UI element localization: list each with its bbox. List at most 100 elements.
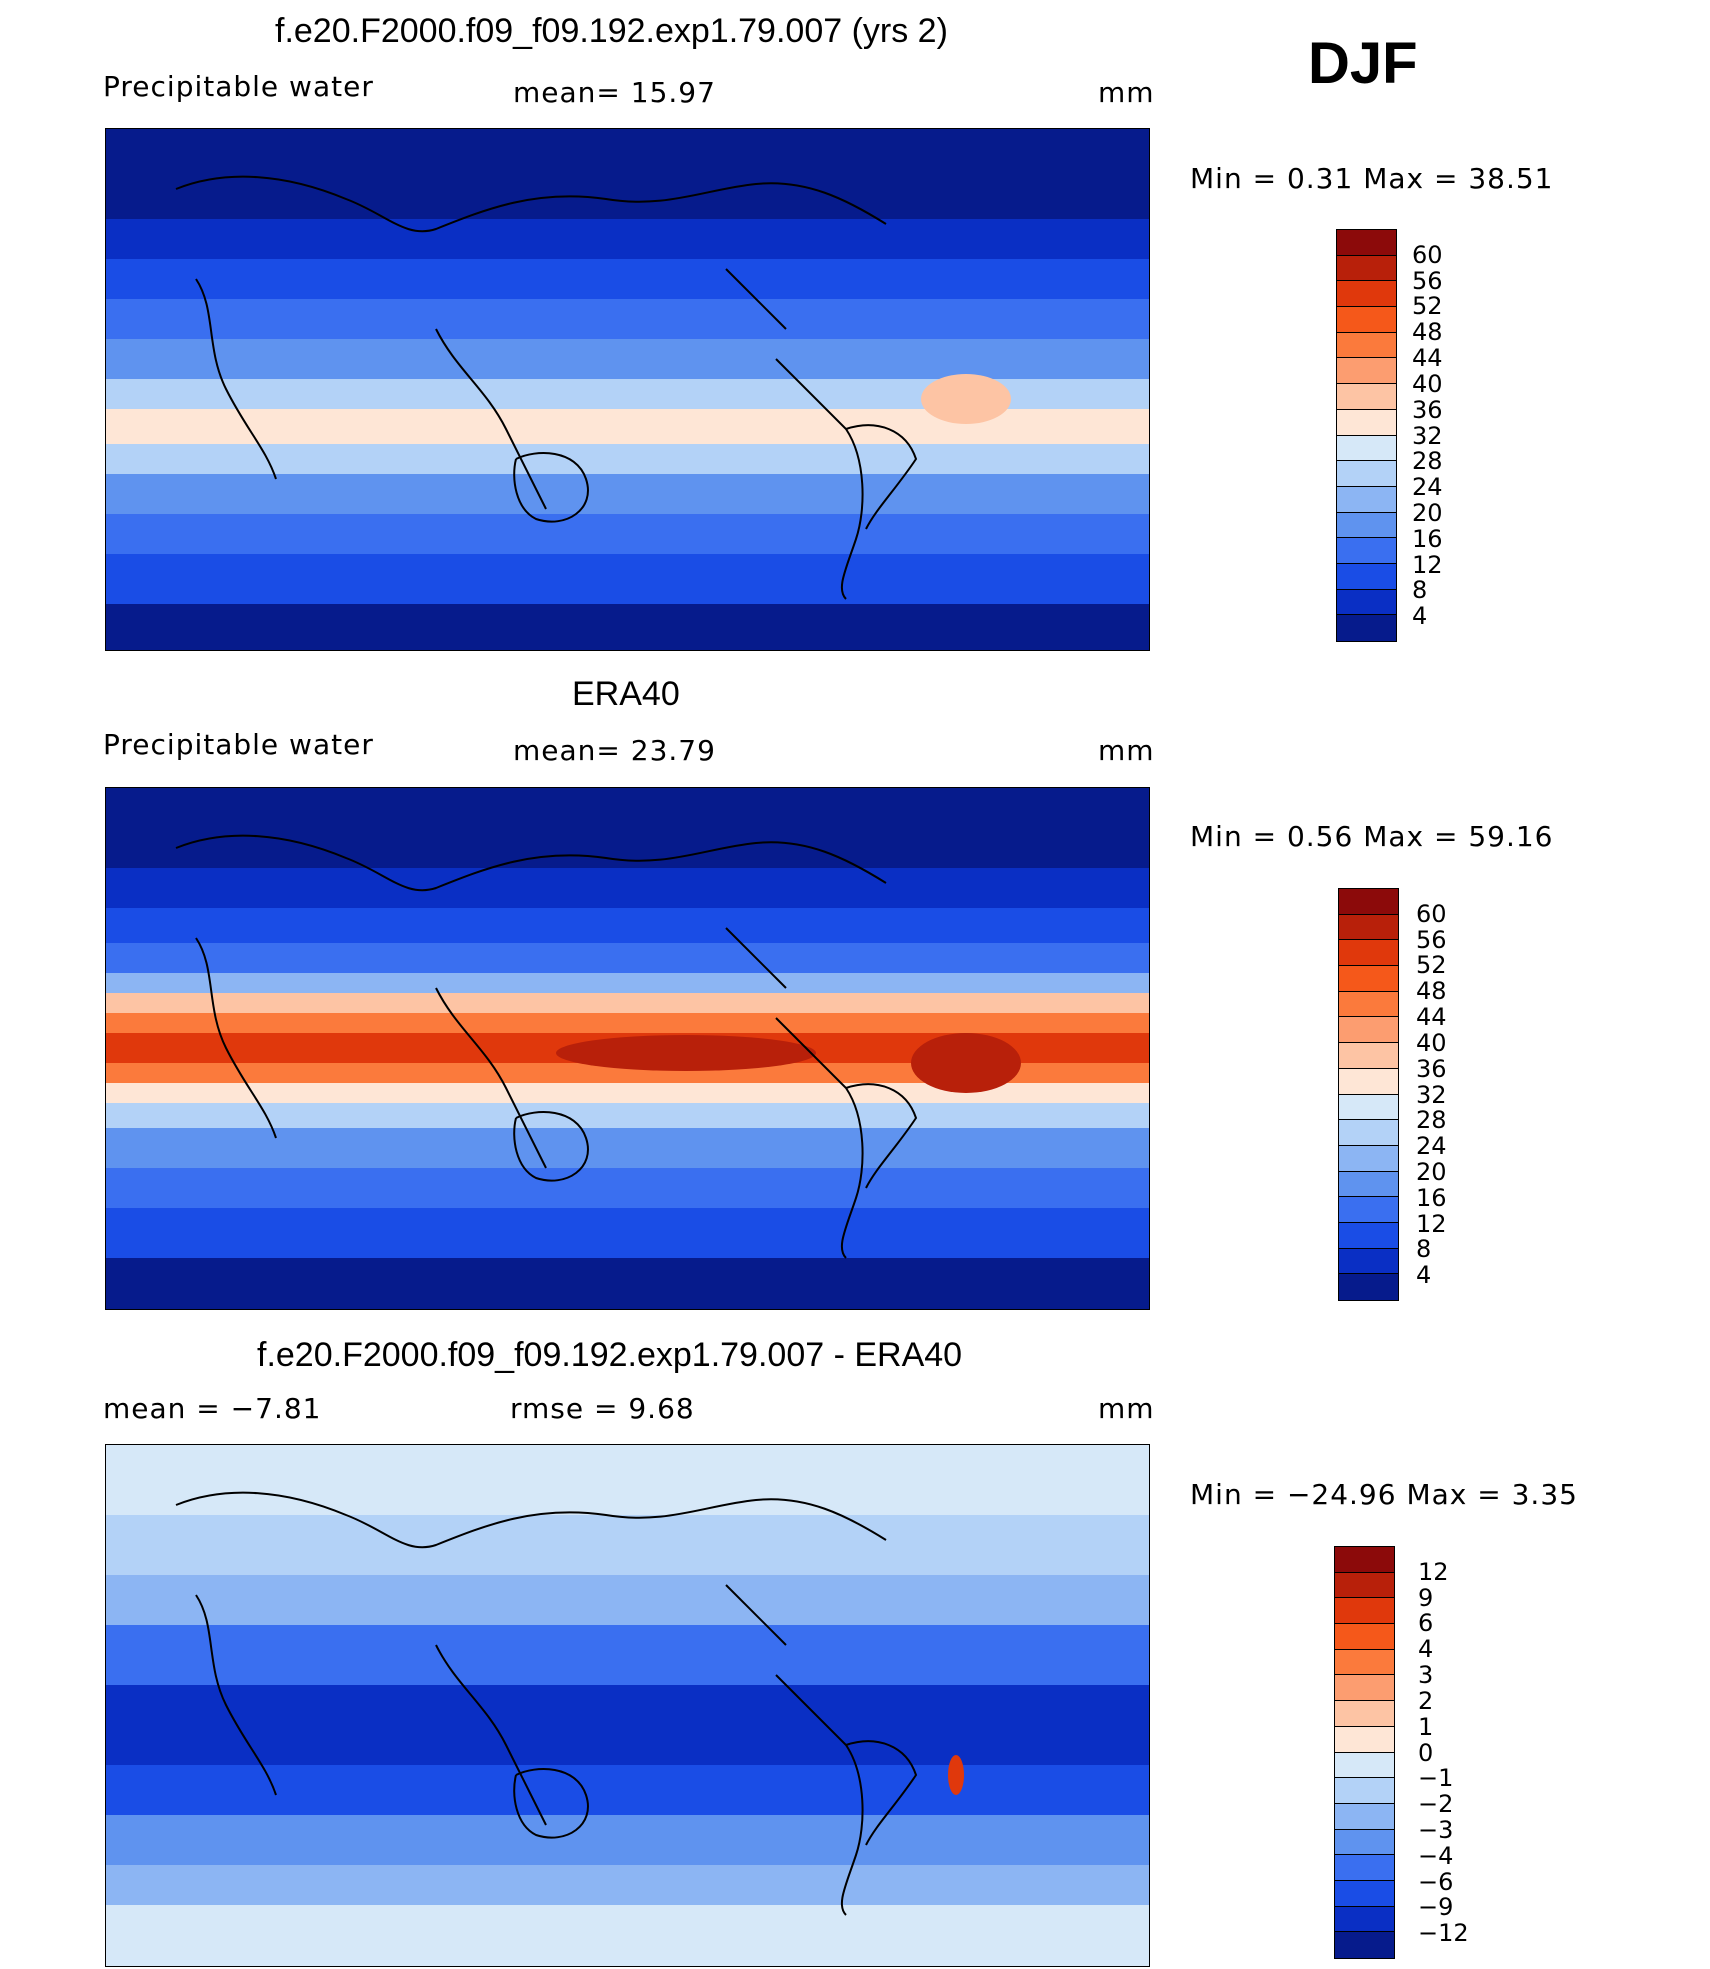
map-color-band — [106, 444, 1149, 474]
colorbar-swatch — [1339, 1068, 1398, 1095]
colorbar-tick-label: 56 — [1416, 925, 1447, 954]
panel-1-left-label: Precipitable water — [103, 70, 374, 103]
map-amazon-max — [921, 374, 1011, 424]
colorbar-swatch — [1339, 1197, 1398, 1223]
season-label: DJF — [1308, 31, 1418, 96]
map-color-band — [106, 1685, 1149, 1765]
colorbar-tick-label: 20 — [1416, 1157, 1447, 1186]
map-coastline — [435, 1644, 547, 1826]
map-coastline — [175, 834, 887, 892]
map-coastline — [435, 328, 547, 510]
panel-2-colorbar-ticks: 60 56 52 48 44 40 36 32 28 24 20 16 12 8 4 — [1416, 888, 1496, 1301]
map-color-band — [106, 1905, 1149, 1966]
colorbar-swatch — [1337, 384, 1396, 410]
colorbar-swatch — [1337, 538, 1396, 564]
panel-3-left-label: mean = −7.81 — [103, 1392, 322, 1425]
panel-3-minmax: Min = −24.96 Max = 3.35 — [1190, 1478, 1578, 1511]
colorbar-swatch — [1339, 1274, 1398, 1300]
colorbar-tick-label: 56 — [1412, 266, 1443, 295]
colorbar-swatch — [1339, 991, 1398, 1018]
map-color-band — [106, 973, 1149, 993]
colorbar-swatch — [1339, 1248, 1398, 1275]
panel-1-title: f.e20.F2000.f09_f09.192.exp1.79.007 (yrs… — [275, 12, 948, 50]
panel-2-center-label: mean= 23.79 — [513, 734, 716, 767]
colorbar-tick-label: 48 — [1412, 318, 1443, 347]
colorbar-swatch — [1339, 1171, 1398, 1198]
colorbar-tick-label: 40 — [1412, 369, 1443, 398]
panel-3-units: mm — [1098, 1392, 1155, 1425]
map-color-band — [106, 1168, 1149, 1208]
map-color-band — [106, 259, 1149, 299]
colorbar-tick-label: 4 — [1416, 1261, 1432, 1290]
map-coastline — [195, 1594, 277, 1796]
colorbar-swatch — [1337, 358, 1396, 385]
colorbar-swatch — [1335, 1803, 1394, 1830]
map-coastline — [513, 1111, 589, 1182]
colorbar-tick-label: 8 — [1416, 1235, 1432, 1264]
colorbar-tick-label: 24 — [1416, 1132, 1447, 1161]
colorbar-swatch — [1337, 281, 1396, 308]
panel-2-left-label: Precipitable water — [103, 728, 374, 761]
colorbar-tick-label: 12 — [1418, 1557, 1449, 1586]
panel-3-title: f.e20.F2000.f09_f09.192.exp1.79.007 - ER… — [257, 1336, 963, 1374]
colorbar-tick-label: 60 — [1412, 240, 1443, 269]
colorbar-tick-label: 36 — [1416, 1054, 1447, 1083]
colorbar-swatch — [1337, 409, 1396, 436]
map-amazon-max — [911, 1033, 1021, 1093]
map-coastline — [775, 1674, 864, 1916]
colorbar-swatch — [1335, 1726, 1394, 1753]
map-coastline — [195, 278, 277, 480]
colorbar-tick-label: 44 — [1412, 344, 1443, 373]
panel-2-map-svg — [106, 788, 1149, 1309]
map-coastline — [775, 1017, 864, 1259]
colorbar-swatch — [1335, 1701, 1394, 1727]
map-color-band — [106, 604, 1149, 650]
map-color-band — [106, 1063, 1149, 1083]
map-coastline — [725, 268, 787, 330]
colorbar-tick-label: 4 — [1412, 602, 1428, 631]
colorbar-tick-label: 12 — [1412, 550, 1443, 579]
colorbar-swatch — [1339, 914, 1398, 941]
map-coastline — [725, 1584, 787, 1646]
panel-2-colorbar — [1338, 888, 1399, 1301]
colorbar-tick-label: −9 — [1418, 1893, 1454, 1922]
panel-1-center-label: mean= 15.97 — [513, 76, 716, 109]
colorbar-tick-label: 28 — [1416, 1106, 1447, 1135]
map-color-band — [106, 868, 1149, 908]
map-color-band — [106, 514, 1149, 554]
colorbar-swatch — [1337, 563, 1396, 590]
map-color-band — [106, 1445, 1149, 1515]
colorbar-tick-label: −6 — [1418, 1867, 1454, 1896]
map-color-band — [106, 1103, 1149, 1128]
colorbar-tick-label: 36 — [1412, 395, 1443, 424]
map-warm-pool — [556, 1035, 816, 1071]
colorbar-swatch — [1339, 1222, 1398, 1249]
map-color-band — [106, 1575, 1149, 1625]
colorbar-tick-label: 52 — [1412, 292, 1443, 321]
map-color-band — [106, 474, 1149, 514]
map-coastline — [775, 358, 864, 600]
panel-1-colorbar-ticks: 60 56 52 48 44 40 36 32 28 24 20 16 12 8 4 — [1412, 229, 1492, 642]
panel-3-map — [105, 1444, 1150, 1967]
map-color-band — [106, 339, 1149, 379]
map-color-band — [106, 299, 1149, 339]
map-color-band — [106, 943, 1149, 973]
map-coastline — [845, 1083, 918, 1189]
map-andes-anomaly — [948, 1755, 964, 1795]
map-color-band — [106, 788, 1149, 868]
colorbar-swatch — [1337, 486, 1396, 513]
colorbar-swatch — [1337, 255, 1396, 282]
colorbar-swatch — [1337, 461, 1396, 487]
panel-3-center-label: rmse = 9.68 — [510, 1392, 695, 1425]
map-coastline — [195, 937, 277, 1139]
map-coastline — [725, 927, 787, 989]
colorbar-tick-label: −4 — [1418, 1841, 1454, 1870]
colorbar-tick-label: 40 — [1416, 1028, 1447, 1057]
map-coastline — [513, 452, 589, 523]
colorbar-swatch — [1339, 1043, 1398, 1069]
colorbar-tick-label: −3 — [1418, 1815, 1454, 1844]
map-color-band — [106, 1208, 1149, 1258]
colorbar-swatch — [1339, 1145, 1398, 1172]
map-coastline — [845, 424, 918, 530]
colorbar-swatch — [1339, 1017, 1398, 1044]
